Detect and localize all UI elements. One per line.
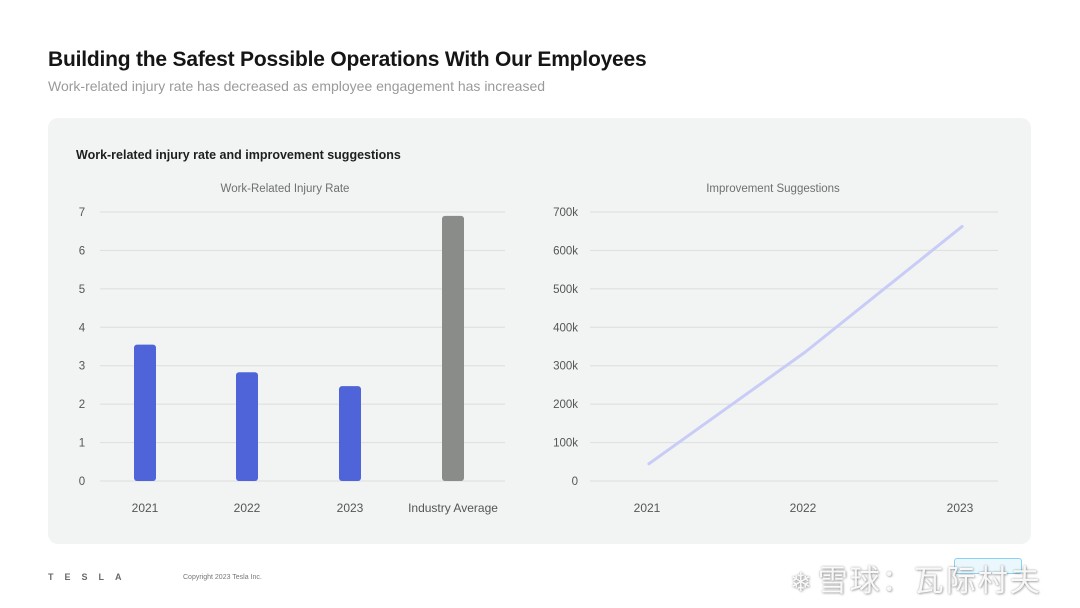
data-point — [803, 350, 807, 354]
y-tick-label: 2 — [79, 399, 85, 411]
y-tick-label: 400k — [553, 322, 578, 334]
y-tick-label: 700k — [553, 207, 578, 219]
y-tick-label: 3 — [79, 361, 85, 373]
x-tick-label: 2021 — [132, 501, 159, 515]
y-tick-label: 100k — [553, 438, 578, 450]
copyright-text: Copyright 2023 Tesla Inc. — [183, 574, 262, 581]
series-line — [647, 225, 964, 466]
page-title: Building the Safest Possible Operations … — [48, 48, 647, 71]
footer-badge — [954, 558, 1022, 574]
y-tick-label: 600k — [553, 245, 578, 257]
x-tick-label: 2021 — [634, 501, 661, 515]
bar-2022 — [236, 372, 258, 481]
bar-2023 — [339, 386, 361, 481]
y-tick-label: 6 — [79, 245, 85, 257]
page-subtitle: Work-related injury rate has decreased a… — [48, 78, 546, 94]
watermark-text: 雪球：瓦际村夫 — [817, 565, 1042, 598]
x-tick-label: Industry Average — [408, 501, 498, 515]
watermark: ❄ 雪球：瓦际村夫 — [790, 556, 1042, 600]
chart-panel — [48, 118, 1031, 544]
y-tick-label: 300k — [553, 361, 578, 373]
panel-title: Work-related injury rate and improvement… — [76, 148, 401, 162]
snowball-icon: ❄ — [790, 567, 814, 597]
x-tick-label: 2022 — [234, 501, 261, 515]
tesla-logo: TESLA — [48, 572, 133, 582]
y-tick-label: 200k — [553, 399, 578, 411]
x-tick-label: 2023 — [947, 501, 974, 515]
data-point — [647, 462, 651, 466]
y-tick-label: 5 — [79, 284, 85, 296]
chart-title-improvement-suggestions: Improvement Suggestions — [706, 183, 840, 195]
x-tick-label: 2023 — [337, 501, 364, 515]
y-tick-label: 0 — [572, 476, 578, 488]
bar-industry-average — [442, 215, 464, 482]
y-tick-label: 500k — [553, 284, 578, 296]
bar-2021 — [134, 344, 156, 481]
y-tick-label: 7 — [79, 207, 85, 219]
chart-title-injury-rate: Work-Related Injury Rate — [221, 183, 350, 195]
y-tick-label: 4 — [79, 322, 86, 334]
y-tick-label: 1 — [79, 438, 85, 450]
x-tick-label: 2022 — [790, 501, 817, 515]
y-tick-label: 0 — [79, 476, 85, 488]
data-point — [960, 225, 964, 229]
